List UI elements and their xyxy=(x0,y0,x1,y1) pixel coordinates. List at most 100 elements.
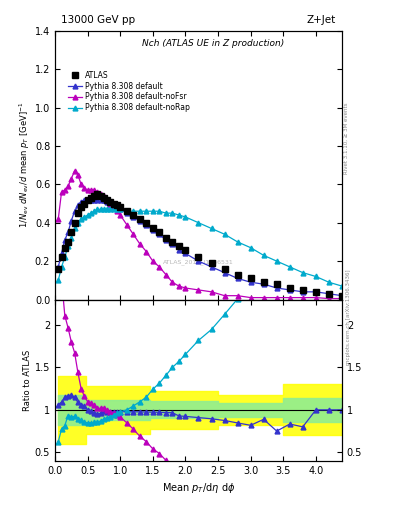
ATLAS xyxy=(157,229,162,236)
Pythia 8.308 default-noRap xyxy=(88,210,93,216)
Pythia 8.308 default xyxy=(274,285,279,291)
Pythia 8.308 default-noFsr xyxy=(118,212,123,218)
Pythia 8.308 default-noRap xyxy=(69,235,73,241)
ATLAS xyxy=(131,212,136,218)
Legend: ATLAS, Pythia 8.308 default, Pythia 8.308 default-noFsr, Pythia 8.308 default-no: ATLAS, Pythia 8.308 default, Pythia 8.30… xyxy=(64,67,194,116)
Pythia 8.308 default xyxy=(66,229,70,236)
ATLAS xyxy=(274,281,279,287)
Pythia 8.308 default-noFsr xyxy=(176,283,181,289)
ATLAS xyxy=(66,239,70,245)
ATLAS xyxy=(79,204,83,210)
Pythia 8.308 default xyxy=(88,197,93,203)
ATLAS xyxy=(75,210,80,216)
Pythia 8.308 default xyxy=(85,197,90,203)
ATLAS xyxy=(170,239,175,245)
Pythia 8.308 default-noRap xyxy=(111,206,116,212)
Pythia 8.308 default xyxy=(340,292,344,298)
Pythia 8.308 default-noFsr xyxy=(62,187,67,193)
ATLAS xyxy=(56,266,61,272)
Pythia 8.308 default-noFsr xyxy=(327,295,331,302)
Pythia 8.308 default-noRap xyxy=(196,220,201,226)
Pythia 8.308 default xyxy=(144,222,149,228)
Pythia 8.308 default xyxy=(163,237,168,243)
Pythia 8.308 default xyxy=(82,197,87,203)
Pythia 8.308 default-noFsr xyxy=(151,258,155,264)
Pythia 8.308 default xyxy=(105,199,110,205)
Pythia 8.308 default-noFsr xyxy=(138,241,142,247)
Pythia 8.308 default-noFsr xyxy=(340,295,344,302)
Pythia 8.308 default-noFsr xyxy=(85,187,90,193)
Pythia 8.308 default xyxy=(138,218,142,224)
Pythia 8.308 default-noFsr xyxy=(101,193,106,199)
Pythia 8.308 default-noRap xyxy=(138,208,142,214)
ATLAS xyxy=(98,193,103,199)
Pythia 8.308 default xyxy=(151,227,155,233)
Pythia 8.308 default xyxy=(118,206,123,212)
Pythia 8.308 default-noRap xyxy=(115,206,119,212)
Pythia 8.308 default xyxy=(300,289,305,295)
ATLAS xyxy=(183,246,188,252)
Text: ATLAS_2019_I1736531: ATLAS_2019_I1736531 xyxy=(163,259,234,265)
Pythia 8.308 default-noFsr xyxy=(111,204,116,210)
Pythia 8.308 default-noFsr xyxy=(82,185,87,191)
ATLAS xyxy=(222,266,227,272)
Pythia 8.308 default-noFsr xyxy=(196,287,201,293)
Pythia 8.308 default-noFsr xyxy=(274,294,279,301)
Pythia 8.308 default-noRap xyxy=(66,243,70,249)
Pythia 8.308 default-noRap xyxy=(59,264,64,270)
Pythia 8.308 default-noRap xyxy=(209,225,214,231)
Pythia 8.308 default xyxy=(125,210,129,216)
ATLAS xyxy=(261,279,266,285)
Pythia 8.308 default xyxy=(72,208,77,214)
Pythia 8.308 default-noRap xyxy=(163,210,168,216)
ATLAS xyxy=(111,200,116,206)
Pythia 8.308 default-noRap xyxy=(287,264,292,270)
ATLAS xyxy=(72,220,77,226)
Pythia 8.308 default xyxy=(111,202,116,208)
Pythia 8.308 default-noRap xyxy=(105,206,110,212)
Pythia 8.308 default-noRap xyxy=(261,252,266,259)
Pythia 8.308 default-noRap xyxy=(170,210,175,216)
Pythia 8.308 default-noRap xyxy=(131,208,136,214)
Pythia 8.308 default-noFsr xyxy=(56,216,61,222)
ATLAS xyxy=(62,245,67,251)
Pythia 8.308 default-noFsr xyxy=(314,294,318,301)
ATLAS xyxy=(176,243,181,249)
Pythia 8.308 default-noRap xyxy=(92,208,97,214)
Pythia 8.308 default-noFsr xyxy=(115,208,119,214)
Pythia 8.308 default xyxy=(115,204,119,210)
ATLAS xyxy=(151,225,155,231)
Pythia 8.308 default xyxy=(235,275,240,282)
Pythia 8.308 default-noRap xyxy=(300,269,305,275)
Pythia 8.308 default-noRap xyxy=(235,239,240,245)
Pythia 8.308 default xyxy=(183,250,188,257)
ATLAS xyxy=(82,200,87,206)
ATLAS xyxy=(314,289,318,295)
ATLAS xyxy=(163,235,168,241)
Pythia 8.308 default xyxy=(196,258,201,264)
Pythia 8.308 default-noFsr xyxy=(209,289,214,295)
Pythia 8.308 default xyxy=(59,250,64,257)
Pythia 8.308 default-noFsr xyxy=(248,294,253,301)
Pythia 8.308 default-noRap xyxy=(82,214,87,220)
Pythia 8.308 default xyxy=(98,197,103,203)
ATLAS xyxy=(287,285,292,291)
Text: Z+Jet: Z+Jet xyxy=(307,15,336,26)
ATLAS xyxy=(235,271,240,278)
Pythia 8.308 default-noRap xyxy=(72,225,77,231)
Pythia 8.308 default-noRap xyxy=(75,220,80,226)
ATLAS xyxy=(144,220,149,226)
ATLAS xyxy=(138,216,142,222)
Pythia 8.308 default-noRap xyxy=(151,208,155,214)
Pythia 8.308 default-noRap xyxy=(248,245,253,251)
ATLAS xyxy=(88,195,93,201)
Pythia 8.308 default xyxy=(170,241,175,247)
Pythia 8.308 default-noFsr xyxy=(287,294,292,301)
Pythia 8.308 default xyxy=(92,197,97,203)
Pythia 8.308 default-noRap xyxy=(183,214,188,220)
Pythia 8.308 default xyxy=(131,214,136,220)
Pythia 8.308 default-noFsr xyxy=(261,294,266,301)
Pythia 8.308 default-noRap xyxy=(314,273,318,280)
Y-axis label: $1/N_\mathrm{ev}\ dN_\mathrm{ev}/d$ mean $p_T\ [\mathrm{GeV}]^{-1}$: $1/N_\mathrm{ev}\ dN_\mathrm{ev}/d$ mean… xyxy=(18,102,32,228)
Pythia 8.308 default-noFsr xyxy=(170,279,175,285)
